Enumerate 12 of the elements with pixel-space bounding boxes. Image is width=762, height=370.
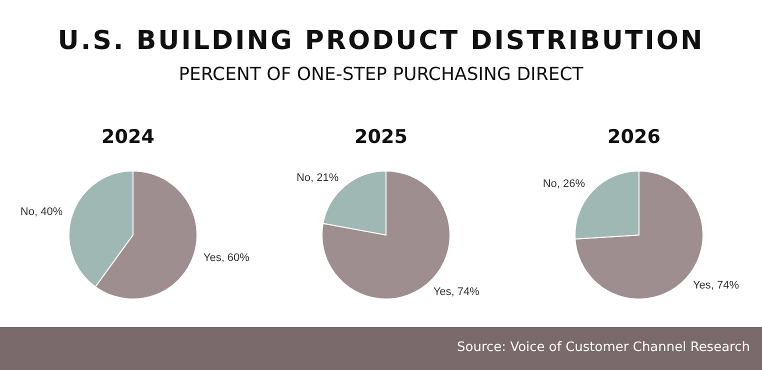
text: U.S. BUILDING PRODUCT DISTRIBUTION [56,26,706,56]
slice-label: Yes, 74% [433,286,480,298]
text: PERCENT OF ONE-STEP PURCHASING DIRECT [178,64,584,85]
slice-label: Yes, 60% [203,252,250,264]
source-note: Source: Voice of Customer Channel Research [457,340,750,355]
chart-title: 2026 [606,125,662,150]
slice-label: No, 26% [542,178,586,190]
slice-label: No, 40% [20,206,63,218]
slice-label: No, 21% [296,172,339,184]
slice-label: Yes, 74% [692,280,740,292]
chart-title: 2024 [100,125,156,150]
chart-title: 2025 [354,125,408,150]
